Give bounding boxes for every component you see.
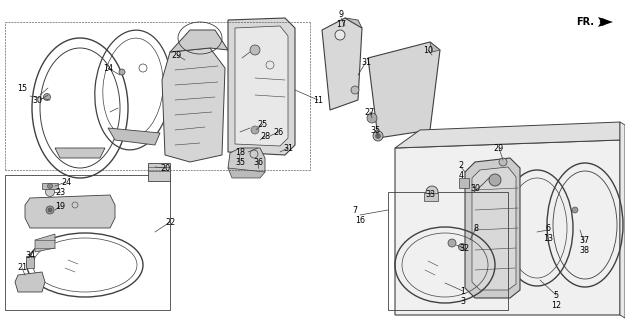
Text: 35: 35 (235, 157, 245, 166)
Text: 16: 16 (355, 215, 365, 225)
Circle shape (253, 125, 263, 135)
Text: 14: 14 (103, 63, 113, 73)
Text: 33: 33 (425, 189, 435, 198)
Text: 8: 8 (474, 223, 479, 233)
Text: 27: 27 (365, 108, 375, 116)
Text: 30: 30 (470, 183, 480, 193)
Polygon shape (395, 122, 620, 148)
Polygon shape (235, 26, 288, 146)
Polygon shape (472, 167, 516, 290)
Text: 6: 6 (546, 223, 551, 233)
Text: 30: 30 (32, 95, 42, 105)
Text: 3: 3 (461, 297, 466, 306)
Circle shape (46, 206, 54, 214)
Circle shape (351, 86, 359, 94)
Text: 32: 32 (459, 244, 469, 252)
Text: 28: 28 (260, 132, 270, 140)
Text: 31: 31 (361, 58, 371, 67)
Circle shape (250, 45, 260, 55)
Text: 31: 31 (283, 143, 293, 153)
Text: 20: 20 (160, 164, 170, 172)
Text: 34: 34 (25, 251, 35, 260)
Polygon shape (35, 234, 55, 252)
Text: 29: 29 (494, 143, 504, 153)
Text: 37: 37 (579, 236, 589, 244)
Polygon shape (15, 272, 45, 292)
Bar (5, 175, 170, 310)
Text: 12: 12 (551, 300, 561, 309)
Text: 11: 11 (313, 95, 323, 105)
Text: FR.: FR. (576, 17, 594, 27)
Polygon shape (228, 168, 265, 178)
Circle shape (572, 207, 578, 213)
Circle shape (459, 244, 466, 251)
Text: 24: 24 (61, 178, 71, 187)
Circle shape (335, 30, 345, 40)
Polygon shape (368, 42, 440, 138)
Polygon shape (228, 148, 265, 175)
Polygon shape (465, 158, 520, 298)
Bar (388, 192, 508, 310)
Text: 22: 22 (165, 218, 175, 227)
Circle shape (48, 183, 53, 188)
Polygon shape (620, 122, 625, 318)
Circle shape (426, 186, 438, 198)
Text: 1: 1 (461, 286, 466, 295)
Polygon shape (25, 195, 115, 228)
Circle shape (251, 126, 259, 134)
Text: 29: 29 (172, 51, 182, 60)
Circle shape (373, 131, 383, 141)
Circle shape (48, 208, 52, 212)
Text: 23: 23 (55, 188, 65, 196)
Circle shape (46, 188, 54, 196)
Circle shape (367, 113, 377, 123)
Polygon shape (598, 17, 613, 27)
Circle shape (119, 69, 125, 75)
Text: 4: 4 (459, 171, 464, 180)
Polygon shape (228, 18, 295, 155)
Polygon shape (108, 128, 160, 145)
Bar (424, 193, 438, 201)
Polygon shape (170, 30, 228, 52)
Text: 10: 10 (423, 45, 433, 54)
Polygon shape (322, 18, 362, 110)
Text: 35: 35 (370, 125, 380, 134)
Text: 2: 2 (458, 161, 464, 170)
Circle shape (44, 93, 51, 100)
Polygon shape (162, 48, 225, 162)
Text: 38: 38 (579, 245, 589, 254)
Circle shape (489, 174, 501, 186)
Bar (42, 183, 58, 189)
Text: 18: 18 (235, 148, 245, 156)
Bar (148, 163, 170, 181)
Text: 25: 25 (258, 119, 268, 129)
Polygon shape (345, 18, 362, 28)
Text: 19: 19 (55, 202, 65, 211)
Text: 9: 9 (339, 10, 344, 19)
Text: 21: 21 (17, 263, 27, 273)
Text: 15: 15 (17, 84, 27, 92)
Polygon shape (55, 148, 105, 158)
Polygon shape (395, 140, 620, 315)
Circle shape (266, 132, 274, 140)
Circle shape (448, 239, 456, 247)
Text: 7: 7 (352, 205, 357, 214)
Circle shape (499, 158, 507, 166)
Text: 26: 26 (273, 127, 283, 137)
Bar (459, 178, 469, 188)
Bar (26, 256, 34, 268)
Text: 13: 13 (543, 234, 553, 243)
Text: 36: 36 (253, 157, 263, 166)
Polygon shape (430, 42, 440, 52)
Text: 17: 17 (336, 20, 346, 28)
Text: 5: 5 (553, 291, 559, 300)
Circle shape (376, 133, 381, 139)
